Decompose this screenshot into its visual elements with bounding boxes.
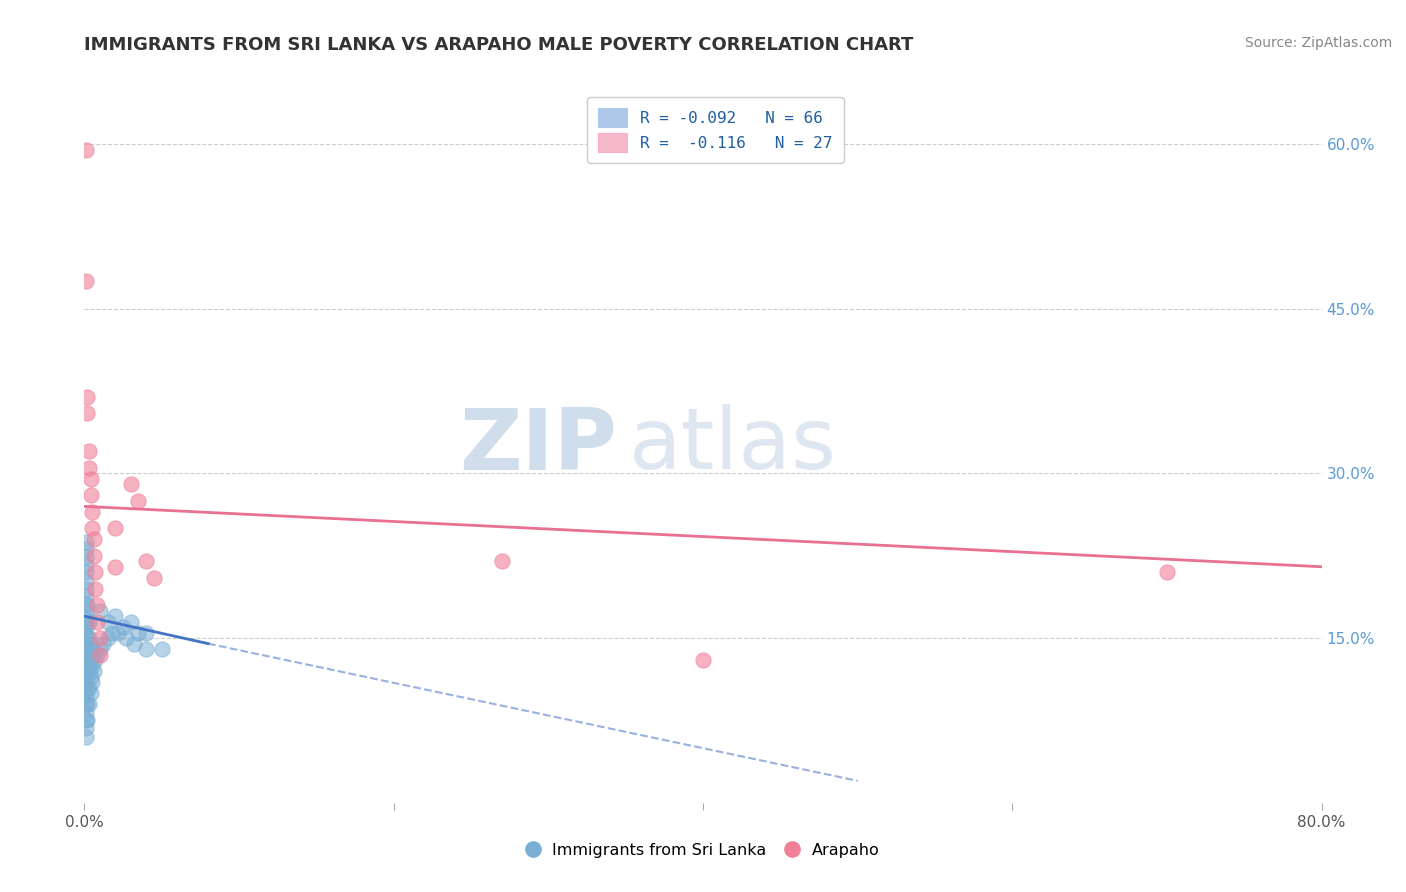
Point [77,461,100,475]
Point [76,615,98,629]
Point [75,697,97,711]
Point [104,521,127,535]
Point [77,444,100,458]
Point [86,648,108,662]
Point [76,390,98,404]
Text: atlas: atlas [628,404,837,488]
Point [107,625,129,640]
Point [97,615,120,629]
Point [75,605,97,619]
Point [75,620,97,634]
Point [104,559,127,574]
Point [84,653,107,667]
Point [82,505,104,519]
Point [76,697,98,711]
Point [115,631,138,645]
Point [75,690,97,704]
Point [75,721,97,735]
Point [79,669,101,683]
Point [101,625,124,640]
Text: Source: ZipAtlas.com: Source: ZipAtlas.com [1244,36,1392,50]
Point [77,648,100,662]
Point [83,533,105,547]
Point [75,706,97,720]
Point [75,274,97,288]
Point [75,582,97,596]
Point [79,686,101,700]
Point [75,549,97,564]
Point [75,566,97,580]
Point [75,673,97,688]
Point [89,604,111,618]
Point [79,637,101,651]
Point [82,658,104,673]
Point [77,681,100,695]
Point [75,730,97,744]
Point [75,681,97,696]
Point [75,635,97,649]
Point [77,664,100,678]
Point [76,598,98,612]
Point [89,642,111,657]
Legend: Immigrants from Sri Lanka, Arapaho: Immigrants from Sri Lanka, Arapaho [519,835,887,866]
Point [91,637,114,651]
Point [97,631,120,645]
Point [135,554,157,568]
Point [82,521,104,535]
Point [82,675,104,690]
Point [76,664,98,678]
Point [75,651,97,665]
Point [79,488,101,502]
Point [75,658,97,673]
Point [692,653,714,667]
Point [83,664,105,678]
Point [89,631,111,645]
Point [86,598,108,612]
Point [75,143,97,157]
Point [135,625,157,640]
Point [77,631,100,645]
Point [75,628,97,642]
Point [75,643,97,657]
Point [122,637,145,651]
Point [75,574,97,588]
Point [75,666,97,681]
Point [128,494,150,508]
Point [120,477,142,491]
Point [77,697,100,711]
Point [76,648,98,662]
Point [76,406,98,420]
Point [75,612,97,626]
Point [143,571,166,585]
Text: ZIP: ZIP [458,404,616,488]
Point [128,625,150,640]
Point [150,642,173,657]
Point [112,620,135,634]
Point [491,554,513,568]
Point [82,642,104,657]
Point [75,714,97,728]
Point [83,549,105,563]
Point [120,615,142,629]
Point [86,615,108,629]
Point [75,542,97,557]
Point [79,472,101,486]
Point [135,642,157,657]
Point [84,582,107,596]
Point [104,609,127,624]
Point [76,631,98,645]
Point [75,597,97,611]
Point [75,534,97,549]
Point [76,714,98,728]
Point [84,566,107,580]
Point [89,648,111,662]
Point [79,653,101,667]
Text: IMMIGRANTS FROM SRI LANKA VS ARAPAHO MALE POVERTY CORRELATION CHART: IMMIGRANTS FROM SRI LANKA VS ARAPAHO MAL… [84,36,914,54]
Point [76,681,98,695]
Point [1156,566,1178,580]
Point [77,615,100,629]
Point [75,590,97,604]
Point [75,558,97,572]
